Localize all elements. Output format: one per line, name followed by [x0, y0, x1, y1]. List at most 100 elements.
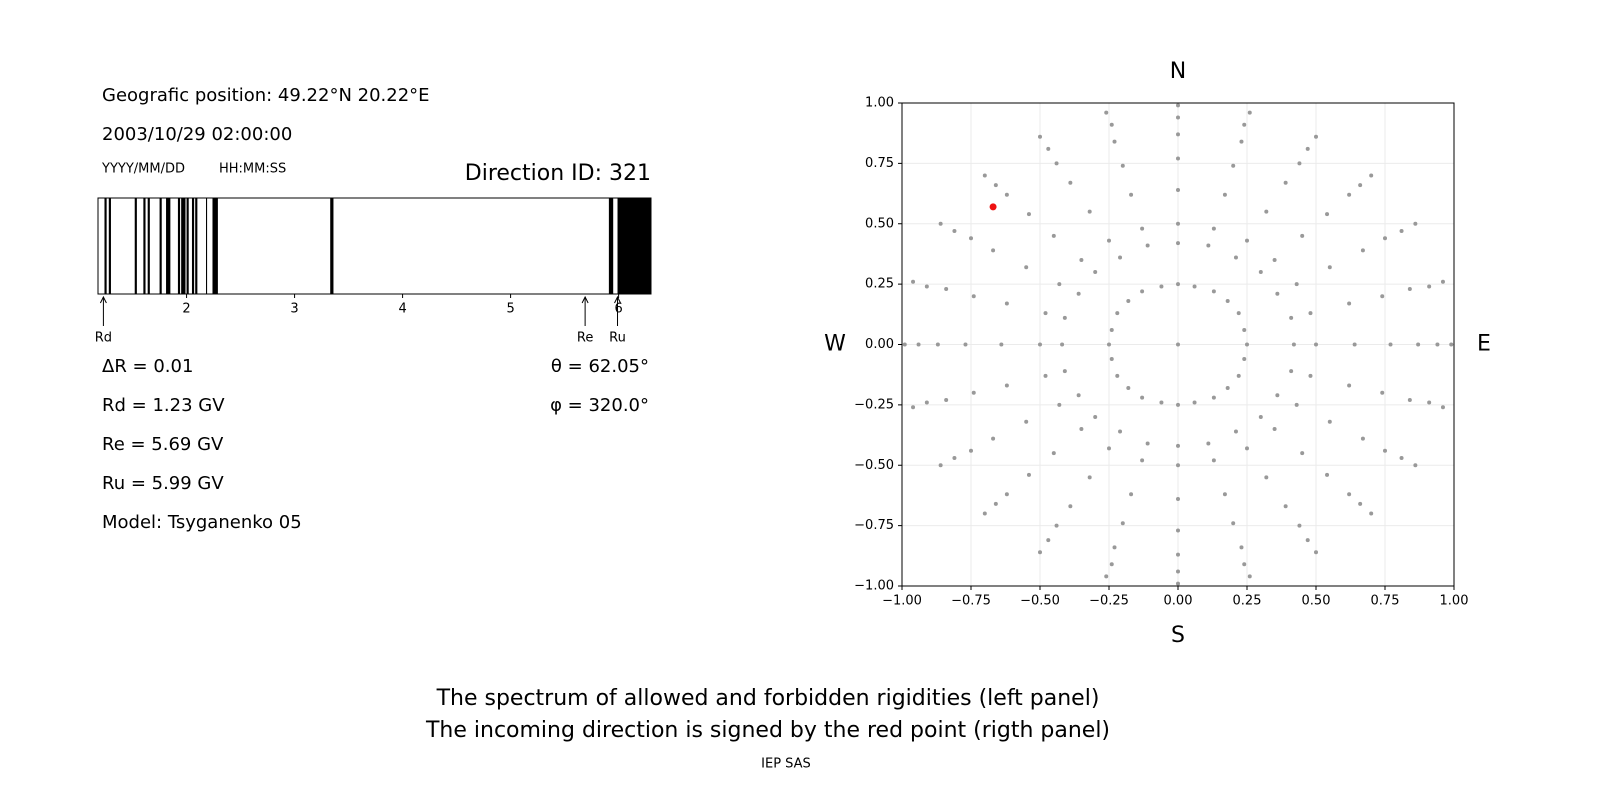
- direction-point: [1427, 284, 1432, 289]
- direction-point: [1247, 574, 1252, 579]
- direction-point: [1054, 161, 1059, 166]
- forbidden-band: [104, 198, 107, 294]
- direction-point: [1038, 550, 1042, 555]
- direction-point: [1206, 441, 1211, 446]
- direction-point: [1413, 221, 1418, 226]
- direction-point: [1440, 279, 1445, 284]
- direction-point: [1057, 282, 1062, 287]
- direction-point: [1060, 342, 1065, 347]
- direction-point: [1176, 132, 1180, 137]
- direction-point: [1272, 427, 1277, 432]
- direction-point: [1245, 446, 1249, 451]
- direction-point: [952, 228, 957, 233]
- direction-point: [1225, 385, 1230, 390]
- x-tick-label: 0.50: [1302, 594, 1331, 609]
- direction-point: [938, 463, 943, 468]
- y-tick-label: 1.00: [865, 96, 894, 111]
- direction-point: [1004, 192, 1009, 197]
- direction-point: [1247, 110, 1252, 115]
- direction-point: [1308, 373, 1313, 378]
- direction-point: [1236, 311, 1241, 316]
- direction-point: [1176, 497, 1180, 502]
- direction-point: [1176, 552, 1180, 557]
- direction-point: [1120, 521, 1125, 526]
- forbidden-band: [617, 198, 651, 294]
- direction-point: [1360, 436, 1365, 441]
- direction-point: [1043, 373, 1048, 378]
- direction-point: [1291, 342, 1296, 347]
- direction-point: [1305, 538, 1310, 543]
- marker-label: Ru: [609, 331, 626, 346]
- direction-point: [1046, 146, 1051, 151]
- direction-point: [944, 398, 949, 403]
- compass-label: S: [1171, 623, 1185, 648]
- forbidden-band: [195, 198, 198, 294]
- direction-point: [1079, 257, 1084, 262]
- date-format: YYYY/MM/DD: [101, 162, 185, 177]
- direction-point: [1294, 402, 1299, 407]
- direction-point: [1275, 291, 1280, 296]
- x-tick-label: 0.25: [1233, 594, 1262, 609]
- direction-point: [1222, 192, 1227, 197]
- direction-point: [1211, 395, 1216, 400]
- direction-point: [1258, 414, 1263, 419]
- direction-point: [1004, 492, 1009, 497]
- direction-point: [1233, 255, 1238, 260]
- direction-point: [1176, 569, 1180, 574]
- direction-point: [1043, 311, 1048, 316]
- direction-point: [1176, 581, 1180, 586]
- direction-point: [1440, 405, 1445, 410]
- direction-point: [1062, 315, 1067, 320]
- direction-point: [1347, 301, 1352, 306]
- x-tick-label: 1.00: [1440, 594, 1469, 609]
- direction-point: [944, 286, 949, 291]
- direction-point: [938, 221, 943, 226]
- direction-point: [1360, 248, 1365, 253]
- direction-point: [1300, 233, 1305, 238]
- direction-point: [1297, 523, 1302, 528]
- direction-point: [1358, 183, 1363, 188]
- direction-point: [1087, 209, 1092, 214]
- direction-point: [1115, 373, 1120, 378]
- direction-point: [1176, 103, 1180, 108]
- direction-point: [1140, 395, 1145, 400]
- direction-point: [1289, 315, 1294, 320]
- x-tick-label: 5: [506, 302, 514, 317]
- direction-point: [1211, 226, 1216, 231]
- forbidden-band: [186, 198, 189, 294]
- direction-point: [1126, 385, 1131, 390]
- direction-point: [1004, 383, 1009, 388]
- forbidden-band: [212, 198, 218, 294]
- direction-point: [1225, 299, 1230, 304]
- direction-point: [1126, 299, 1131, 304]
- forbidden-band: [177, 198, 181, 294]
- marker-arrowhead: [614, 295, 621, 304]
- direction-point: [969, 448, 973, 453]
- direction-point: [952, 456, 957, 461]
- direction-point: [1145, 243, 1150, 248]
- compass-label: W: [824, 332, 846, 357]
- direction-point: [935, 342, 940, 347]
- forbidden-band: [159, 198, 162, 294]
- x-tick-label: −0.25: [1089, 594, 1129, 609]
- marker-label: Re: [577, 331, 593, 346]
- forbidden-band: [608, 198, 614, 294]
- direction-point: [1211, 458, 1216, 463]
- y-tick-label: 0.50: [865, 216, 894, 231]
- direction-point: [982, 511, 987, 516]
- direction-point: [1046, 538, 1051, 543]
- x-tick-label: 4: [398, 302, 406, 317]
- direction-point: [1112, 545, 1117, 550]
- forbidden-band: [166, 198, 171, 294]
- y-tick-label: −0.25: [854, 397, 894, 412]
- forbidden-band: [143, 198, 146, 294]
- direction-point: [1231, 163, 1236, 168]
- direction-point: [1112, 139, 1117, 144]
- direction-point: [971, 390, 976, 395]
- x-tick-label: −0.75: [951, 594, 991, 609]
- direction-point: [1369, 173, 1374, 178]
- direction-point: [1076, 291, 1081, 296]
- direction-point: [982, 173, 987, 178]
